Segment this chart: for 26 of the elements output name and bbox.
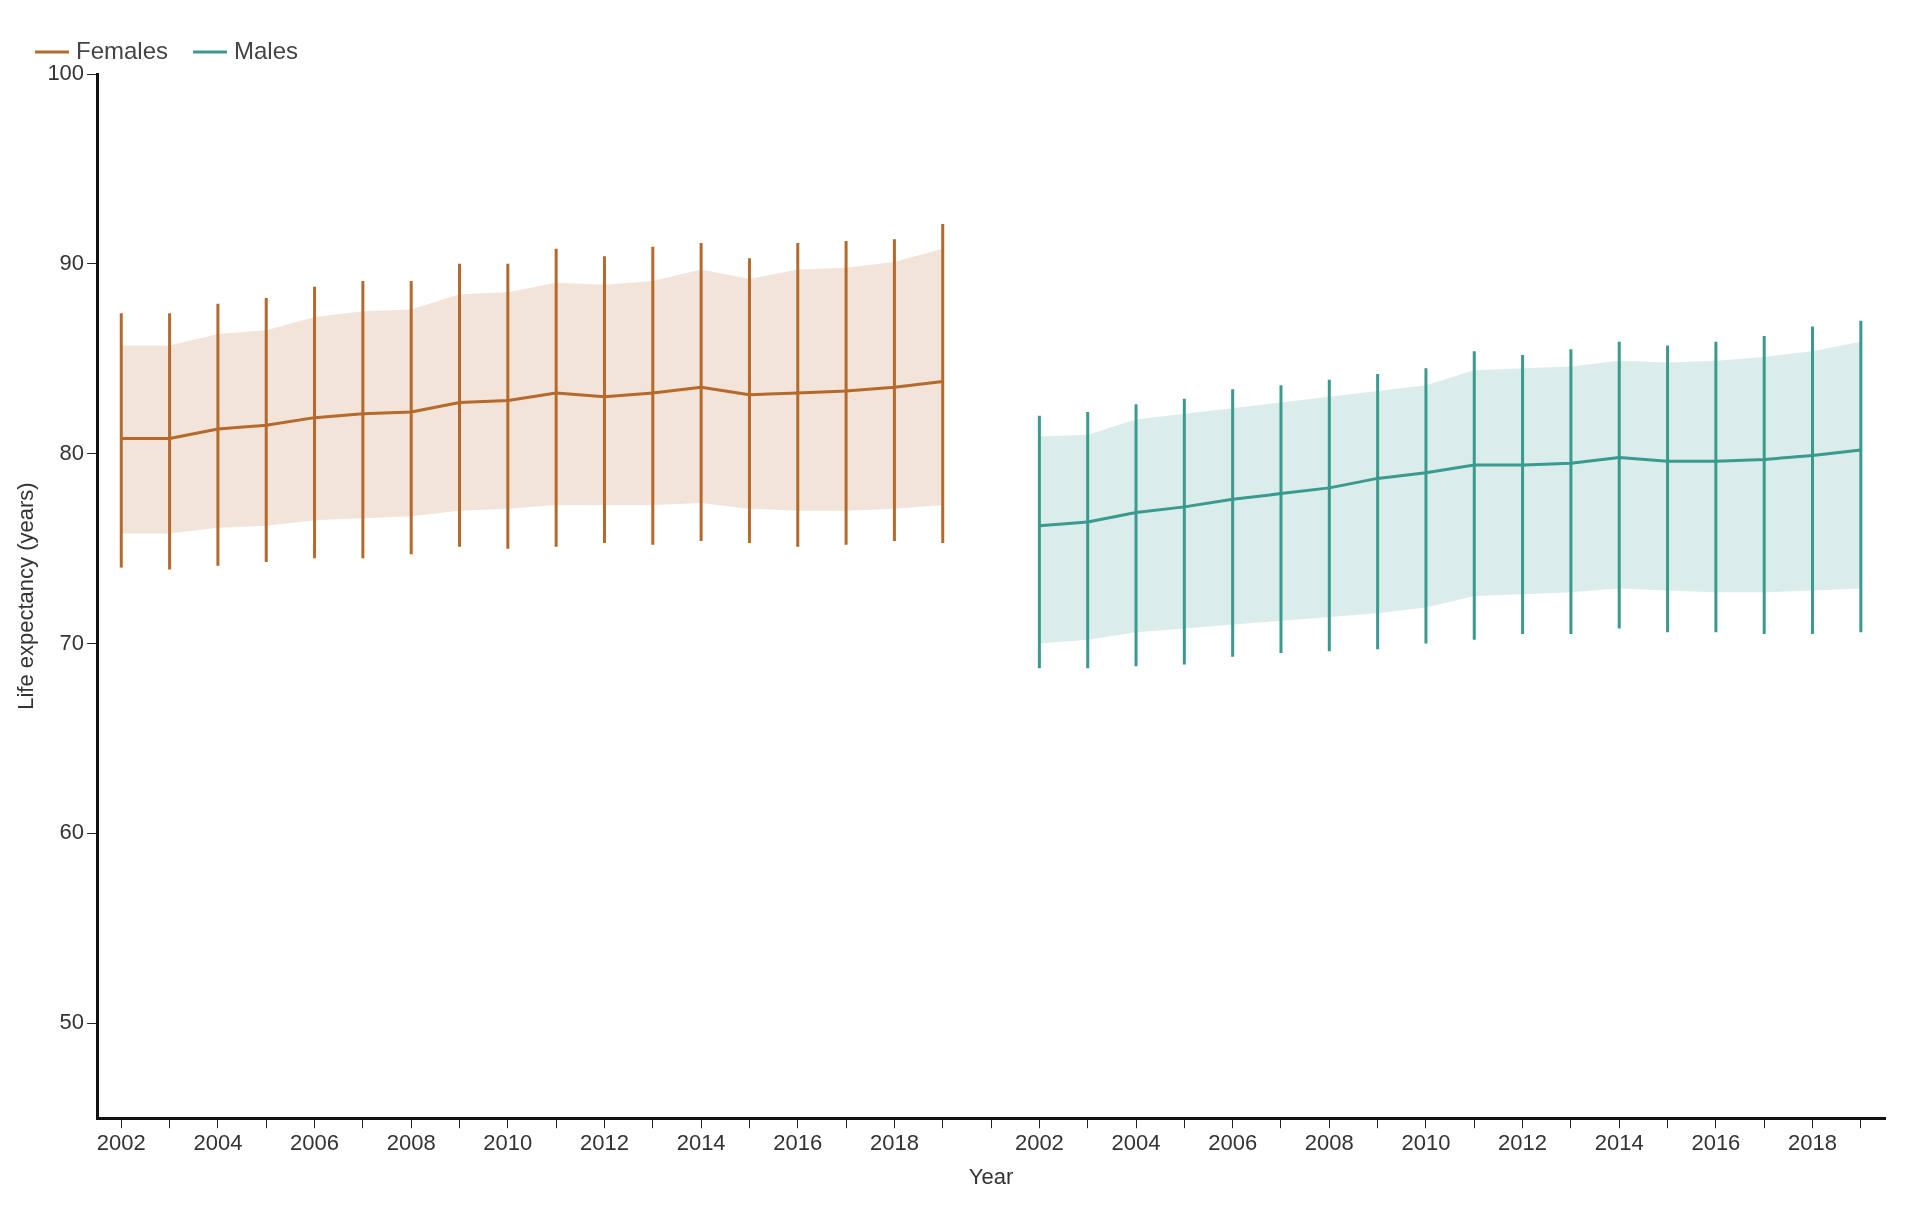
y-tick-label: 90 <box>59 249 85 275</box>
x-tick-label: 2006 <box>1208 1130 1258 1156</box>
x-tick-label: 2016 <box>1691 1130 1741 1156</box>
x-tick-label: 2010 <box>1401 1130 1451 1156</box>
x-tick-label: 2018 <box>1788 1130 1837 1156</box>
x-tick-label: 2012 <box>1498 1130 1548 1156</box>
legend-label: Males <box>234 36 299 64</box>
x-tick-label: 2006 <box>290 1130 340 1156</box>
y-tick-label: 70 <box>59 629 85 655</box>
x-tick-label: 2010 <box>483 1130 533 1156</box>
x-tick-label: 2014 <box>1594 1130 1644 1156</box>
x-tick-label: 2012 <box>580 1130 629 1156</box>
x-axis-title: Year <box>968 1163 1014 1189</box>
y-tick-label: 50 <box>59 1009 85 1035</box>
x-tick-label: 2016 <box>773 1130 823 1156</box>
x-tick-label: 2004 <box>193 1130 243 1156</box>
x-tick-label: 2002 <box>1014 1130 1064 1156</box>
x-tick-label: 2002 <box>96 1130 146 1156</box>
y-tick-label: 80 <box>59 439 85 465</box>
x-tick-label: 2018 <box>869 1130 919 1156</box>
x-tick-label: 2008 <box>386 1130 436 1156</box>
x-tick-label: 2014 <box>676 1130 726 1156</box>
y-axis-title: Life expectancy (years) <box>13 482 39 710</box>
y-tick-label: 60 <box>59 819 85 845</box>
x-tick-label: 2004 <box>1111 1130 1161 1156</box>
x-tick-label: 2008 <box>1304 1130 1354 1156</box>
